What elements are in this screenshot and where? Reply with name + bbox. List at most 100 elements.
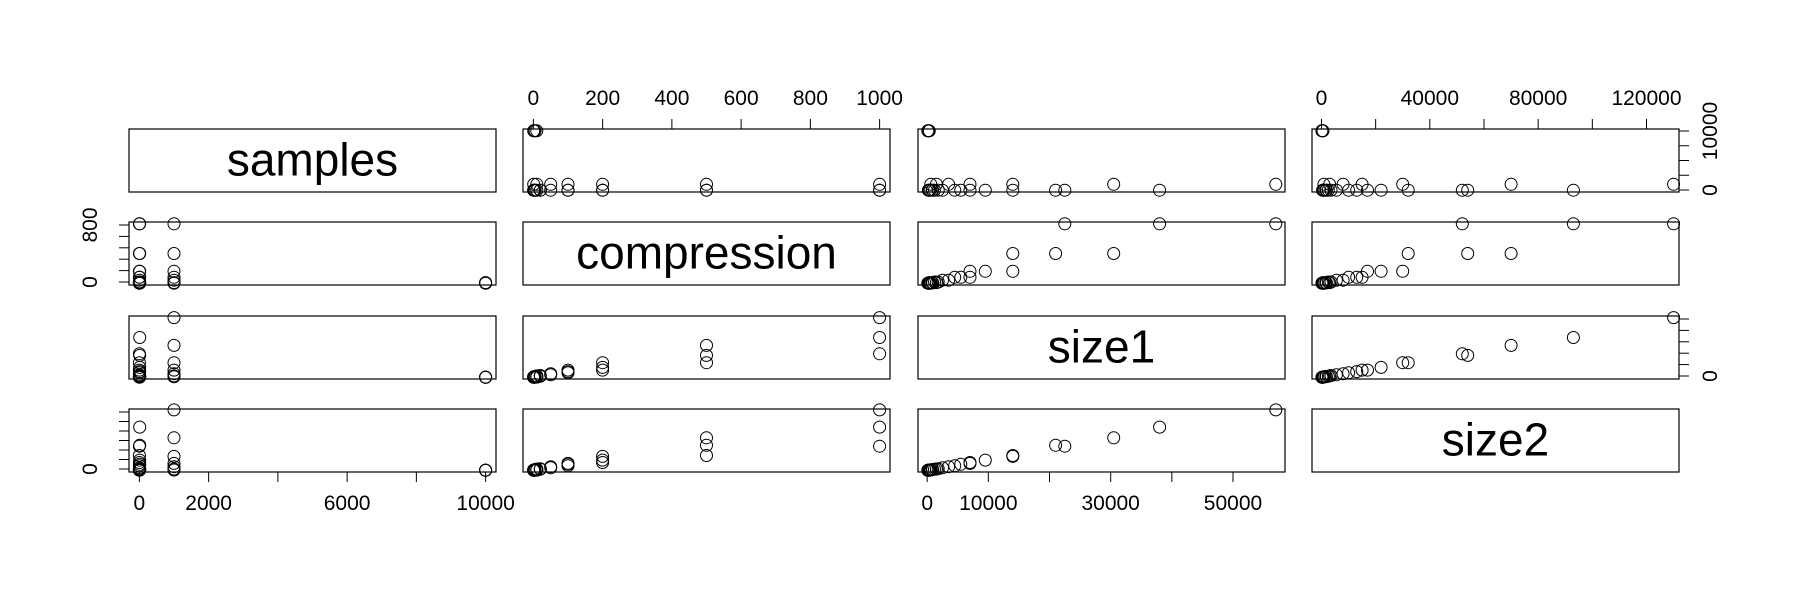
point-samples-vs-size2-19 <box>1336 177 1350 191</box>
x-tick-label-compression: 0 <box>528 87 540 110</box>
point-samples-vs-size2-18 <box>1323 177 1337 191</box>
point-size1-vs-compression-14 <box>596 360 610 374</box>
point-compression-vs-size1-14 <box>978 264 992 278</box>
point-size2-vs-compression-16 <box>873 420 887 434</box>
panel-samples-vs-size2 <box>1311 128 1680 193</box>
panel-size2-vs-size1 <box>917 408 1286 473</box>
point-size2-vs-size1-18 <box>929 462 943 476</box>
panel-compression-vs-size1 <box>917 221 1286 286</box>
point-size2-vs-samples-27 <box>479 463 493 477</box>
x-tick-label-size1: 50000 <box>1204 492 1262 515</box>
point-size1-vs-compression-6 <box>561 366 575 380</box>
panel-size1-vs-compression <box>522 315 891 380</box>
point-compression-vs-samples-15 <box>133 247 147 260</box>
point-samples-vs-compression-23 <box>873 177 887 191</box>
point-samples-vs-size2-27 <box>1316 124 1330 138</box>
point-size1-vs-compression-8 <box>700 356 713 370</box>
point-samples-vs-size1-9 <box>1058 183 1072 197</box>
point-compression-vs-size1-27 <box>922 276 936 290</box>
point-size2-vs-samples-16 <box>133 420 147 434</box>
point-samples-vs-compression-18 <box>530 177 544 191</box>
point-size1-vs-compression-15 <box>700 348 713 362</box>
point-size2-vs-size1-21 <box>1006 449 1020 463</box>
point-size1-vs-size2-14 <box>1374 360 1388 374</box>
point-size1-vs-compression-20 <box>561 363 575 377</box>
point-samples-vs-size2-16 <box>1566 183 1580 197</box>
point-compression-vs-size2-8 <box>1401 247 1415 260</box>
point-size1-vs-compression-23 <box>873 311 887 325</box>
point-compression-vs-samples-23 <box>167 217 181 231</box>
x-tick-label-samples: 10000 <box>456 492 514 515</box>
point-compression-vs-size1-8 <box>1006 247 1020 260</box>
point-size2-vs-compression-27 <box>530 463 544 477</box>
panel-compression-vs-compression <box>522 221 891 286</box>
x-tick-label-size2: 0 <box>1316 87 1328 110</box>
point-samples-vs-size2-9 <box>1455 183 1469 197</box>
panel-size2-vs-compression <box>522 408 891 473</box>
point-samples-vs-size1-21 <box>1006 177 1020 191</box>
point-size1-vs-size2-23 <box>1667 311 1681 325</box>
point-size2-vs-size1-15 <box>1049 438 1063 452</box>
point-samples-vs-size2-11 <box>1319 183 1333 197</box>
point-size1-vs-size2-8 <box>1401 356 1415 370</box>
point-size2-vs-size1-8 <box>1006 449 1020 462</box>
point-samples-vs-compression-13 <box>561 183 575 197</box>
point-compression-vs-samples-14 <box>133 264 147 278</box>
point-size2-vs-compression-9 <box>873 439 887 453</box>
point-compression-vs-samples-27 <box>479 276 493 290</box>
point-size2-vs-size1-9 <box>1058 439 1072 453</box>
point-size2-vs-size1-13 <box>954 457 968 471</box>
point-samples-vs-compression-15 <box>700 183 713 197</box>
point-compression-vs-size2-27 <box>1316 276 1330 290</box>
point-size2-vs-compression-19 <box>544 460 558 474</box>
y-tick-label-samples: 10000 <box>1699 102 1722 160</box>
point-compression-vs-size1-9 <box>1058 217 1072 231</box>
point-size2-vs-compression-14 <box>596 453 610 467</box>
point-compression-vs-samples-19 <box>167 273 181 287</box>
point-compression-vs-samples-21 <box>167 264 181 278</box>
x-tick-label-samples: 2000 <box>185 492 232 515</box>
point-size1-vs-samples-21 <box>167 356 181 370</box>
panels: samples compression size1 size2 <box>128 128 1680 473</box>
point-size1-vs-samples-12 <box>133 369 147 382</box>
point-size2-vs-compression-21 <box>596 449 610 463</box>
point-size1-vs-compression-16 <box>873 331 887 344</box>
point-samples-vs-compression-21 <box>596 177 610 191</box>
point-samples-vs-size1-23 <box>1269 177 1283 191</box>
point-samples-vs-compression-16 <box>873 183 887 197</box>
point-size1-vs-size2-5 <box>1329 368 1343 382</box>
point-samples-vs-compression-19 <box>544 177 558 191</box>
point-size1-vs-samples-15 <box>133 348 147 362</box>
point-compression-vs-samples-12 <box>133 275 147 289</box>
point-size1-vs-size2-21 <box>1396 356 1410 370</box>
point-size2-vs-samples-19 <box>167 460 181 474</box>
point-compression-vs-size1-7 <box>963 264 977 278</box>
x-tick-label-compression: 800 <box>793 87 828 110</box>
point-samples-vs-size2-22 <box>1504 177 1518 191</box>
point-samples-vs-compression-20 <box>561 177 575 191</box>
point-size2-vs-samples-20 <box>167 456 181 470</box>
point-size1-vs-size2-15 <box>1461 348 1475 362</box>
point-compression-vs-samples-20 <box>167 270 181 284</box>
point-samples-vs-size2-14 <box>1374 183 1388 197</box>
point-compression-vs-size2-21 <box>1396 264 1410 278</box>
point-size1-vs-compression-7 <box>596 363 610 377</box>
point-size1-vs-size2-20 <box>1355 363 1369 377</box>
point-samples-vs-compression-5 <box>544 183 558 197</box>
point-size1-vs-size2-6 <box>1342 366 1356 380</box>
y-tick-label-compression: 800 <box>79 207 102 242</box>
x-tick-label-size2: 40000 <box>1401 87 1459 110</box>
point-compression-vs-size2-14 <box>1374 264 1388 278</box>
point-size2-vs-samples-12 <box>133 462 147 476</box>
point-size2-vs-size1-23 <box>1269 403 1283 417</box>
y-tick-label-samples: 0 <box>1699 184 1722 196</box>
point-compression-vs-size2-15 <box>1461 247 1475 260</box>
point-size1-vs-compression-22 <box>700 338 713 352</box>
variable-label-size2: size2 <box>1442 414 1549 466</box>
point-samples-vs-compression-25 <box>527 124 541 138</box>
point-size1-vs-size2-19 <box>1336 367 1350 381</box>
point-size2-vs-samples-8 <box>132 449 146 462</box>
x-tick-label-samples: 0 <box>134 492 146 515</box>
point-samples-vs-size1-20 <box>963 177 977 191</box>
